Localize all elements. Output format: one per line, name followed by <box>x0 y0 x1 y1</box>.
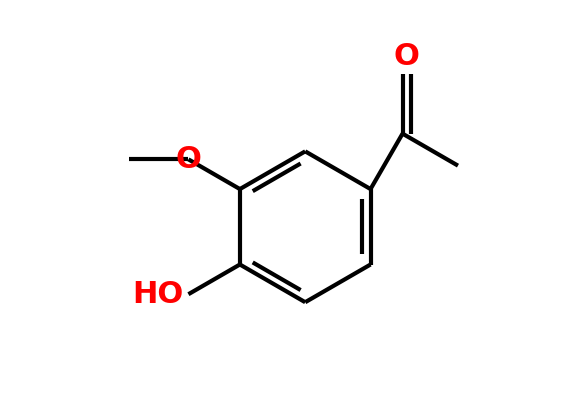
Text: HO: HO <box>132 280 184 309</box>
Text: O: O <box>175 145 201 174</box>
Text: O: O <box>394 42 420 70</box>
